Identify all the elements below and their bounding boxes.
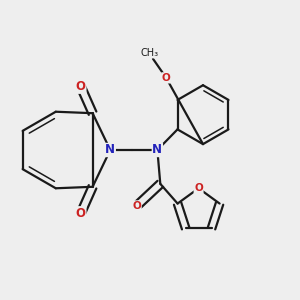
Text: O: O <box>132 201 141 211</box>
Text: CH₃: CH₃ <box>141 48 159 58</box>
Text: O: O <box>76 207 86 220</box>
Text: N: N <box>105 143 115 157</box>
Text: O: O <box>194 183 203 193</box>
Text: O: O <box>162 73 171 83</box>
Text: O: O <box>76 80 86 93</box>
Text: N: N <box>152 143 162 157</box>
